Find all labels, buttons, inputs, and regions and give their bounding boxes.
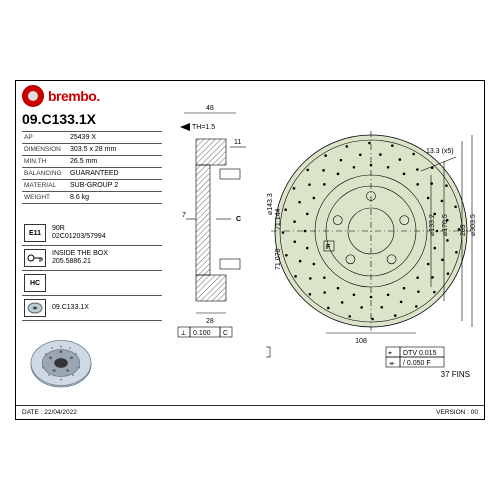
- svg-text:71.144: 71.144: [275, 208, 282, 230]
- svg-text:0.100: 0.100: [193, 330, 211, 337]
- spec-key: DIMENSION: [22, 144, 68, 155]
- icon-text: 09.C133.1X: [52, 304, 89, 312]
- svg-text:/ 0.050 F: / 0.050 F: [403, 360, 431, 367]
- svg-text:⟂: ⟂: [181, 330, 186, 337]
- spec-key: AP: [22, 132, 68, 143]
- icon-symbol: E11: [24, 224, 46, 242]
- svg-text:DTV 0.015: DTV 0.015: [403, 350, 437, 357]
- brand-text: brembo.: [48, 88, 100, 104]
- spec-val: 25439 X: [68, 132, 162, 143]
- spec-val: 26.5 mm: [68, 156, 162, 167]
- spec-val: SUB-GROUP 2: [68, 180, 162, 191]
- footer-date: DATE : 22/04/2022: [22, 409, 77, 416]
- icon-symbol: [24, 249, 46, 267]
- icon-text: 90R02C01203/57994: [52, 225, 106, 242]
- svg-text:289: 289: [460, 224, 467, 236]
- spec-row: DIMENSION303.5 x 28 mm: [22, 144, 162, 156]
- svg-text:71.070: 71.070: [275, 248, 282, 270]
- spec-row: WEIGHT8.6 kg: [22, 192, 162, 204]
- icon-row: INSIDE THE BOX205.5886.21: [22, 246, 162, 271]
- svg-text:⌯: ⌯: [389, 360, 395, 367]
- spec-row: AP25439 X: [22, 132, 162, 144]
- svg-text:7: 7: [182, 212, 186, 219]
- spec-key: WEIGHT: [22, 192, 68, 203]
- svg-text:⌖: ⌖: [388, 350, 392, 357]
- spec-val: GUARANTEED: [68, 168, 162, 179]
- svg-text:13.3 (x5): 13.3 (x5): [426, 148, 454, 155]
- spec-row: MIN.TH26.5 mm: [22, 156, 162, 168]
- svg-text:11: 11: [234, 139, 241, 146]
- front-face-view: 13.3 (x5) ⌀143.3 71.144 71.070 F 108 ⌀13…: [266, 111, 476, 371]
- svg-text:⌀143.3: ⌀143.3: [267, 193, 274, 215]
- svg-text:⌀133.2: ⌀133.2: [429, 214, 436, 236]
- spec-table: AP25439 XDIMENSION303.5 x 28 mmMIN.TH26.…: [22, 131, 162, 204]
- spec-key: MATERIAL: [22, 180, 68, 191]
- icon-row: 09.C133.1X: [22, 296, 162, 321]
- svg-text:C: C: [223, 330, 228, 337]
- svg-text:F: F: [326, 244, 331, 251]
- spec-val: 8.6 kg: [68, 192, 162, 203]
- fins-note: 37 FINS: [441, 370, 470, 379]
- brembo-logo-icon: [22, 85, 44, 107]
- icon-symbol: HC: [24, 274, 46, 292]
- icon-table: E11 90R02C01203/57994 INSIDE THE BOX205.58…: [22, 221, 162, 321]
- drawing-sheet: brembo. 09.C133.1X AP25439 XDIMENSION303…: [15, 80, 485, 420]
- side-section-view: 48 TH=1.5 28 11 7 C ⟂ 0.100 C: [176, 99, 256, 349]
- icon-row: E11 90R02C01203/57994: [22, 221, 162, 246]
- spec-key: MIN.TH: [22, 156, 68, 167]
- icon-text: INSIDE THE BOX205.5886.21: [52, 250, 108, 267]
- spec-key: BALANCING: [22, 168, 68, 179]
- part-number: 09.C133.1X: [22, 111, 96, 127]
- svg-text:C: C: [236, 216, 241, 223]
- svg-text:TH=1.5: TH=1.5: [192, 124, 215, 131]
- svg-text:28: 28: [206, 318, 214, 325]
- footer-version: VERSION : 00: [436, 409, 478, 416]
- icon-row: HC: [22, 271, 162, 296]
- svg-text:108: 108: [355, 338, 367, 345]
- thumbnail-render: [22, 333, 100, 393]
- svg-text:48: 48: [206, 105, 214, 112]
- icon-symbol: [24, 299, 46, 317]
- spec-row: MATERIALSUB-GROUP 2: [22, 180, 162, 192]
- svg-text:⌀303.5: ⌀303.5: [470, 214, 476, 236]
- footer: DATE : 22/04/2022 VERSION : 00: [16, 405, 484, 419]
- brand-bar: brembo.: [22, 85, 100, 107]
- spec-row: BALANCINGGUARANTEED: [22, 168, 162, 180]
- spec-val: 303.5 x 28 mm: [68, 144, 162, 155]
- svg-text:⌀170.5: ⌀170.5: [442, 214, 449, 236]
